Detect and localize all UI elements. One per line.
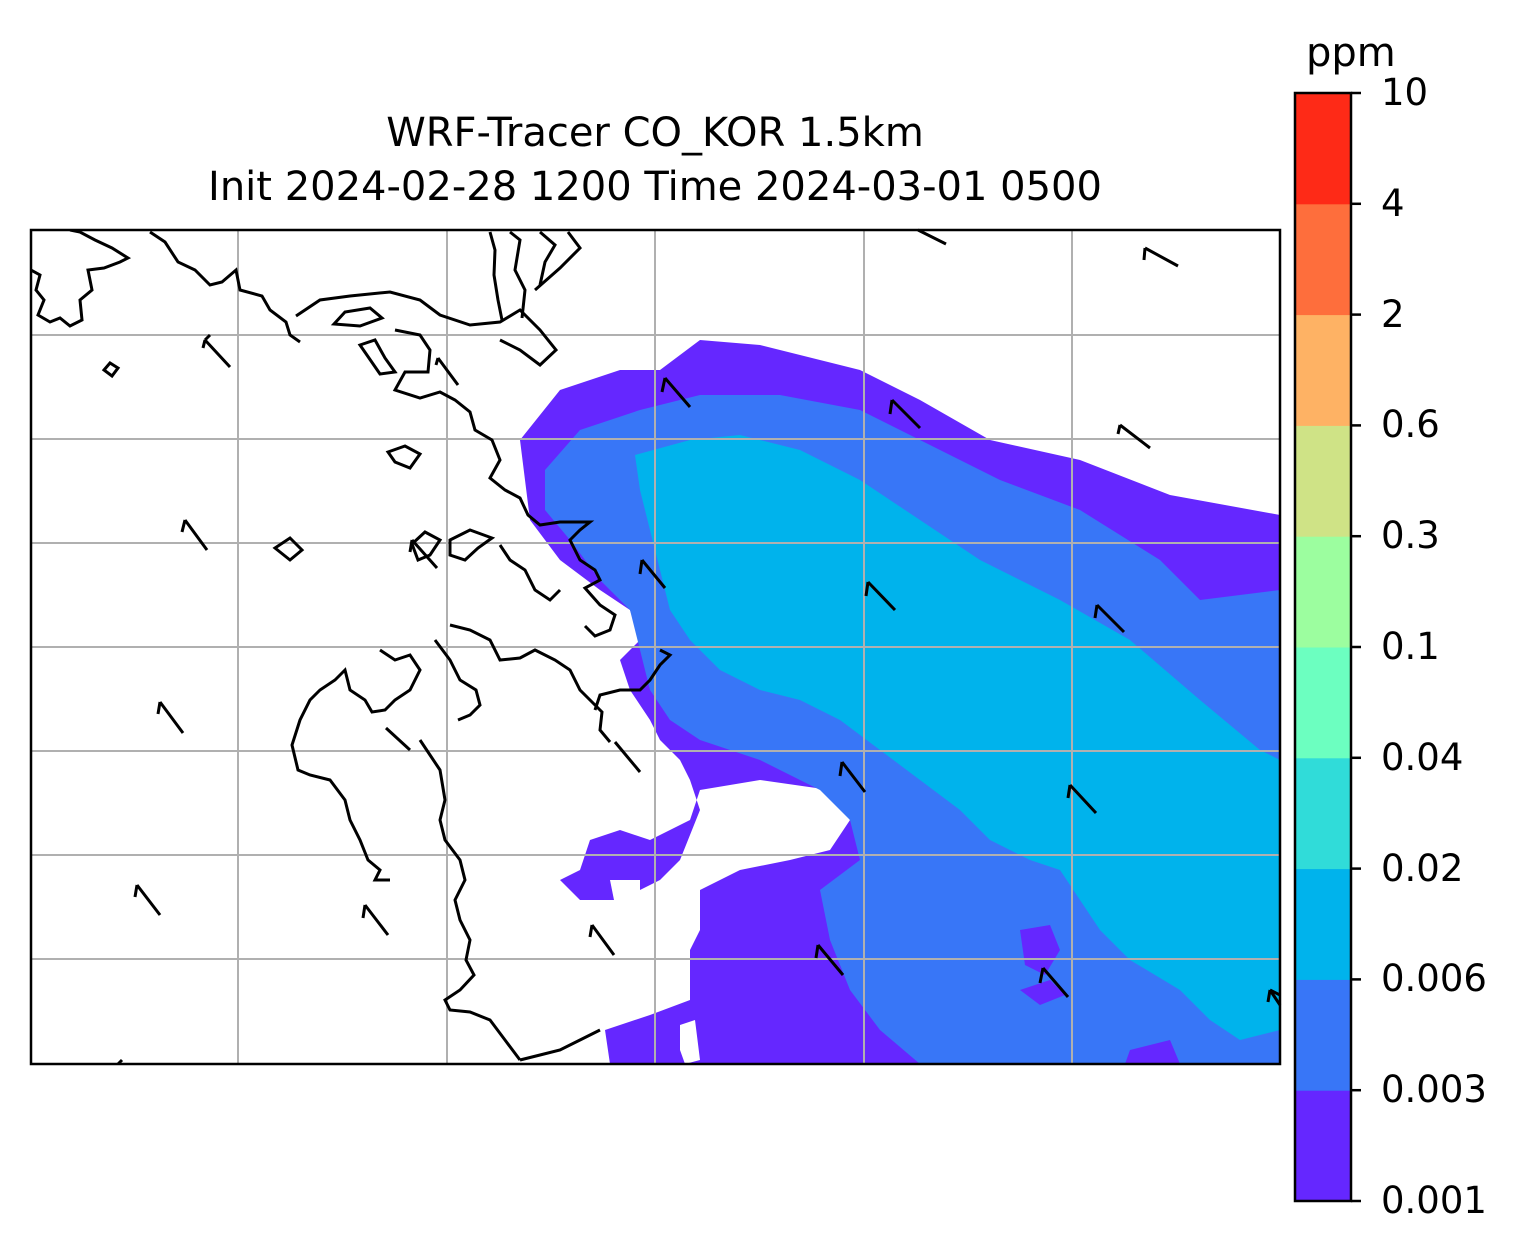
white-gap [610,880,640,905]
colorbar-segment [1295,757,1351,870]
plume-level-2 [635,435,1280,1040]
wind-barb [408,539,439,569]
colorbar-tick-label: 0.02 [1381,846,1464,890]
wind-barb [917,228,947,246]
colorbar-segment [1295,93,1351,205]
colorbar-tick-label: 0.6 [1381,403,1440,447]
colorbar-tick-label: 0.003 [1381,1068,1487,1112]
colorbar-tick-label: 2 [1381,292,1405,336]
colorbar-frame [1293,91,1353,1203]
wind-barb [1066,783,1098,815]
colorbar-segment [1295,536,1351,648]
wind-barb [361,904,390,936]
colorbar [1295,91,1361,1203]
wind-barb [384,726,412,752]
colorbar-tick-label: 0.3 [1381,514,1440,558]
wind-barb [814,944,845,976]
colorbar-segment [1295,647,1351,759]
colorbar-segment [1295,425,1351,537]
wind-barb [660,377,692,408]
map-subtitle: Init 2024-02-28 1200 Time 2024-03-01 050… [208,164,1102,210]
map-title: WRF-Tracer CO_KOR 1.5km [386,110,924,156]
map-frame [29,228,1282,1066]
colorbar-segment [1295,868,1351,980]
colorbar-segment [1295,314,1351,426]
wind-barb [1038,967,1070,998]
wind-barb [1142,246,1179,268]
plume-patch [1020,980,1065,1005]
wind-barb [638,559,667,589]
plume-patch [1125,1040,1180,1064]
coastline [31,230,1280,1064]
colorbar-tick-label: 0.04 [1381,735,1464,779]
wind-barb [864,580,897,612]
colorbar-unit: ppm [1306,30,1396,76]
wind-barb [1116,423,1151,450]
colorbar-segment [1295,979,1351,1091]
wind-barb [180,519,209,551]
colorbar-tick-label: 0.001 [1381,1179,1487,1222]
colorbar-segment [1295,203,1351,316]
wind-barb [613,741,642,773]
plume-patch [1020,925,1060,975]
wind-barbs [133,228,1282,1006]
colorbar-tick-label: 0.1 [1381,625,1440,668]
wind-barb [434,357,460,386]
wind-barb [1093,603,1126,634]
gridlines [31,230,1280,1064]
wind-barb [838,761,867,793]
colorbar-segment [1295,1090,1351,1202]
wind-barb [156,701,185,734]
wind-barb [201,333,232,369]
wind-barb [133,884,162,916]
wind-barb [888,398,922,430]
colorbar-tick-label: 0.006 [1381,957,1487,1001]
wind-barb [1266,989,1282,1006]
wind-barb [588,924,616,956]
colorbar-tick-label: 4 [1381,181,1405,225]
white-gap [680,1020,700,1064]
colorbar-tick-label: 10 [1381,71,1429,114]
